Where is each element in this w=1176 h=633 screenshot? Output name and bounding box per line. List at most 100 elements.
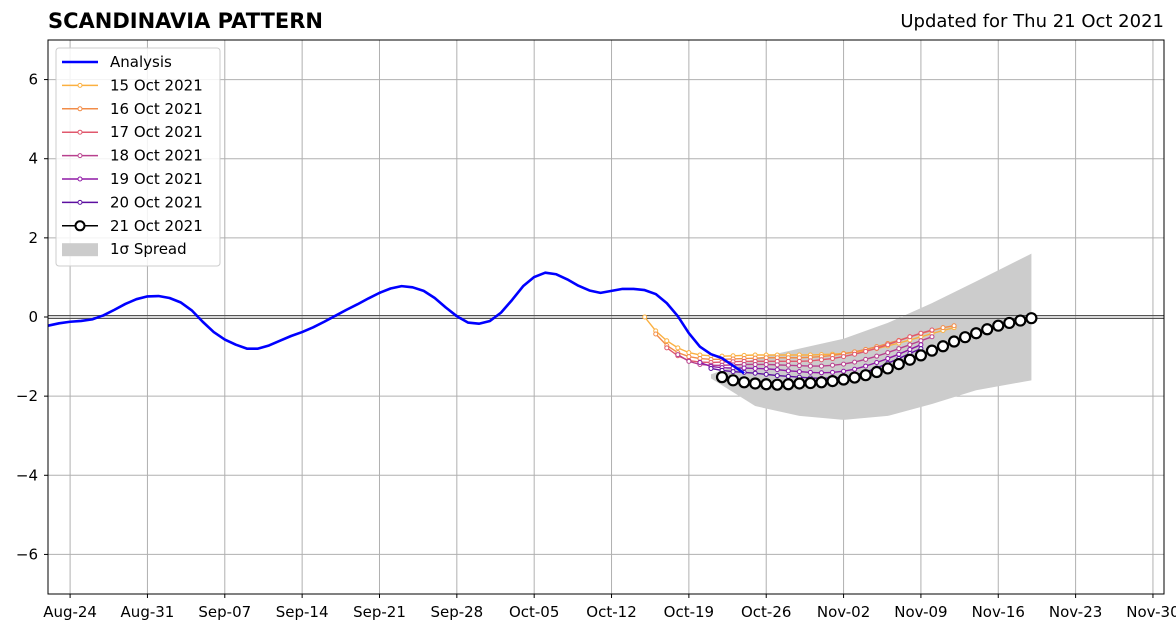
forecast-series xyxy=(715,312,1038,391)
legend-entry: 15 Oct 2021 xyxy=(62,76,203,94)
forecast-point xyxy=(837,373,850,386)
zero-line xyxy=(48,315,1164,319)
forecast-point xyxy=(907,346,913,352)
x-tick-label: Oct-05 xyxy=(509,603,559,621)
forecast-point xyxy=(918,338,924,344)
forecast-point xyxy=(752,361,758,367)
forecast-point xyxy=(874,353,880,359)
forecast-point xyxy=(785,358,791,364)
analysis-line xyxy=(47,271,745,375)
forecast-point xyxy=(841,361,847,367)
legend-label: 19 Oct 2021 xyxy=(110,170,203,188)
updated-date: Updated for Thu 21 Oct 2021 xyxy=(900,11,1164,32)
forecast-point xyxy=(807,358,813,364)
x-tick-label: Nov-16 xyxy=(972,603,1025,621)
forecast-point xyxy=(686,354,692,360)
y-tick-label: 2 xyxy=(28,229,38,247)
legend: Analysis 15 Oct 2021 16 Oct 2021 17 Oct 202… xyxy=(55,47,221,267)
forecast-point xyxy=(796,358,802,364)
forecast-point xyxy=(918,330,924,336)
y-tick-label: 0 xyxy=(28,308,38,326)
forecast-point xyxy=(785,373,791,379)
forecast-point xyxy=(664,345,670,351)
forecast-point xyxy=(653,331,659,337)
forecast-point xyxy=(760,378,773,391)
legend-box xyxy=(55,47,221,267)
grid xyxy=(48,40,1164,594)
legend-entry: 19 Oct 2021 xyxy=(62,170,203,188)
x-tick-label: Sep-14 xyxy=(276,603,329,621)
legend-entry: 16 Oct 2021 xyxy=(62,100,203,118)
x-tick-label: Aug-31 xyxy=(121,603,175,621)
y-tick-label: 4 xyxy=(28,150,38,168)
forecast-point xyxy=(914,349,928,362)
legend-marker xyxy=(77,129,83,135)
legend-entry: Analysis xyxy=(62,53,172,71)
legend-entry: 21 Oct 2021 xyxy=(62,217,203,235)
forecast-point xyxy=(818,370,824,376)
forecast-point xyxy=(752,370,758,376)
forecast-point xyxy=(675,352,681,358)
forecast-point xyxy=(804,376,817,390)
x-tick-label: Oct-12 xyxy=(586,603,636,621)
legend-label: 15 Oct 2021 xyxy=(110,76,203,94)
legend-marker xyxy=(77,82,83,88)
legend-label: 17 Oct 2021 xyxy=(110,123,203,141)
x-tick-label: Sep-28 xyxy=(430,603,483,621)
chart-title: SCANDINAVIA PATTERN xyxy=(48,9,323,33)
forecast-point xyxy=(903,353,916,366)
legend-label: 18 Oct 2021 xyxy=(110,147,203,165)
x-tick-label: Sep-07 xyxy=(198,603,251,621)
legend-entry: 1σ Spread xyxy=(62,240,187,258)
forecast-point xyxy=(959,331,972,344)
forecast-point xyxy=(885,342,891,348)
spread-band xyxy=(710,253,1032,420)
forecast-point xyxy=(697,360,703,366)
forecast-point xyxy=(896,338,902,344)
forecast-point xyxy=(885,356,891,362)
forecast-point xyxy=(763,366,769,372)
forecast-point xyxy=(1014,314,1027,327)
forecast-point xyxy=(896,346,902,352)
forecast-point xyxy=(841,368,847,374)
forecast-point xyxy=(752,365,758,371)
x-tick-label: Aug-24 xyxy=(43,603,97,621)
forecast-point xyxy=(830,369,836,375)
forecast-point xyxy=(715,371,729,384)
legend-label: Analysis xyxy=(110,53,172,71)
forecast-point xyxy=(848,371,861,384)
plot-frame xyxy=(47,39,1165,595)
forecast-point xyxy=(863,356,869,362)
forecast-point xyxy=(951,323,957,329)
forecast-point xyxy=(686,358,692,364)
legend-marker xyxy=(77,199,83,205)
forecast-point xyxy=(796,369,802,375)
forecast-point xyxy=(859,369,872,382)
forecast-point xyxy=(763,371,769,377)
forecast-point xyxy=(870,365,883,379)
forecast-point xyxy=(818,357,824,363)
forecast-point xyxy=(936,340,950,353)
forecast-point xyxy=(863,348,869,354)
forecast-series xyxy=(697,342,924,376)
legend-entry: 20 Oct 2021 xyxy=(62,193,203,211)
forecast-point xyxy=(925,344,939,357)
forecast-point xyxy=(708,365,714,371)
forecast-point xyxy=(852,359,858,365)
forecast-point xyxy=(726,374,740,387)
forecast-point xyxy=(807,363,813,369)
forecast-series xyxy=(675,334,935,369)
forecast-point xyxy=(826,375,839,388)
x-tick-label: Nov-02 xyxy=(817,603,870,621)
forecast-point xyxy=(741,365,747,371)
forecast-point xyxy=(807,369,813,375)
forecast-point xyxy=(738,376,751,389)
forecast-point xyxy=(885,350,891,356)
legend-entry: 18 Oct 2021 xyxy=(62,147,203,165)
forecast-point xyxy=(852,351,858,357)
forecast-point xyxy=(907,334,913,340)
forecast-point xyxy=(793,377,806,390)
forecast-point xyxy=(675,345,681,351)
forecast-point xyxy=(686,350,692,356)
legend-label: 20 Oct 2021 xyxy=(110,193,203,211)
